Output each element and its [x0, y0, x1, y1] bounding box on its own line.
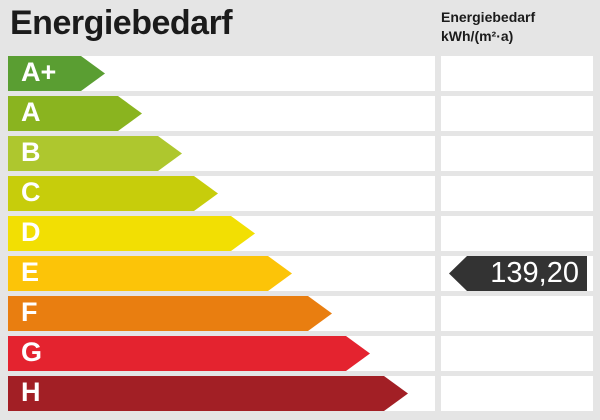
bar-cell: C [8, 176, 435, 211]
value-cell [441, 296, 593, 331]
rating-letter: B [21, 137, 41, 167]
rating-letter: H [21, 377, 41, 407]
bar-cell: H [8, 376, 435, 411]
rating-letter: F [21, 297, 38, 327]
rating-arrow: E [8, 256, 292, 291]
scale-row-d: D [0, 216, 600, 251]
rating-letter: D [21, 217, 41, 247]
page-title: Energiebedarf [10, 4, 233, 42]
rating-letter: E [21, 257, 40, 287]
bar-cell: A [8, 96, 435, 131]
value-cell: 139,20 [441, 256, 593, 291]
scale-row-h: H [0, 376, 600, 411]
rating-arrow: H [8, 376, 408, 411]
unit-label: Energiebedarf kWh/(m²·a) [441, 8, 535, 46]
rating-arrow: D [8, 216, 255, 251]
bar-cell: E [8, 256, 435, 291]
bar-cell: A+ [8, 56, 435, 91]
scale-row-b: B [0, 136, 600, 171]
bar-cell: B [8, 136, 435, 171]
scale-row-g: G [0, 336, 600, 371]
rating-arrow: F [8, 296, 332, 331]
rating-letter: G [21, 337, 43, 367]
rating-letter: A [21, 97, 41, 127]
value-badge: 139,20 [449, 256, 587, 291]
rating-arrow: C [8, 176, 218, 211]
unit-label-line2: kWh/(m²·a) [441, 28, 514, 44]
scale-row-a-plus: A+ [0, 56, 600, 91]
rating-arrow: A [8, 96, 142, 131]
rating-arrow: G [8, 336, 370, 371]
scale-row-f: F [0, 296, 600, 331]
scale-row-a: A [0, 96, 600, 131]
value-cell [441, 336, 593, 371]
value-cell [441, 136, 593, 171]
scale-row-e: E 139,20 [0, 256, 600, 291]
rating-scale: A+ A B C [0, 56, 600, 416]
value-cell [441, 376, 593, 411]
rating-arrow: B [8, 136, 182, 171]
rating-letter: A+ [21, 57, 57, 87]
value-cell [441, 216, 593, 251]
value-cell [441, 96, 593, 131]
unit-label-line1: Energiebedarf [441, 9, 536, 25]
bar-cell: D [8, 216, 435, 251]
value-text: 139,20 [490, 257, 579, 289]
value-cell [441, 56, 593, 91]
rating-arrow: A+ [8, 56, 105, 91]
rating-letter: C [21, 177, 41, 207]
value-cell [441, 176, 593, 211]
bar-cell: F [8, 296, 435, 331]
bar-cell: G [8, 336, 435, 371]
scale-row-c: C [0, 176, 600, 211]
